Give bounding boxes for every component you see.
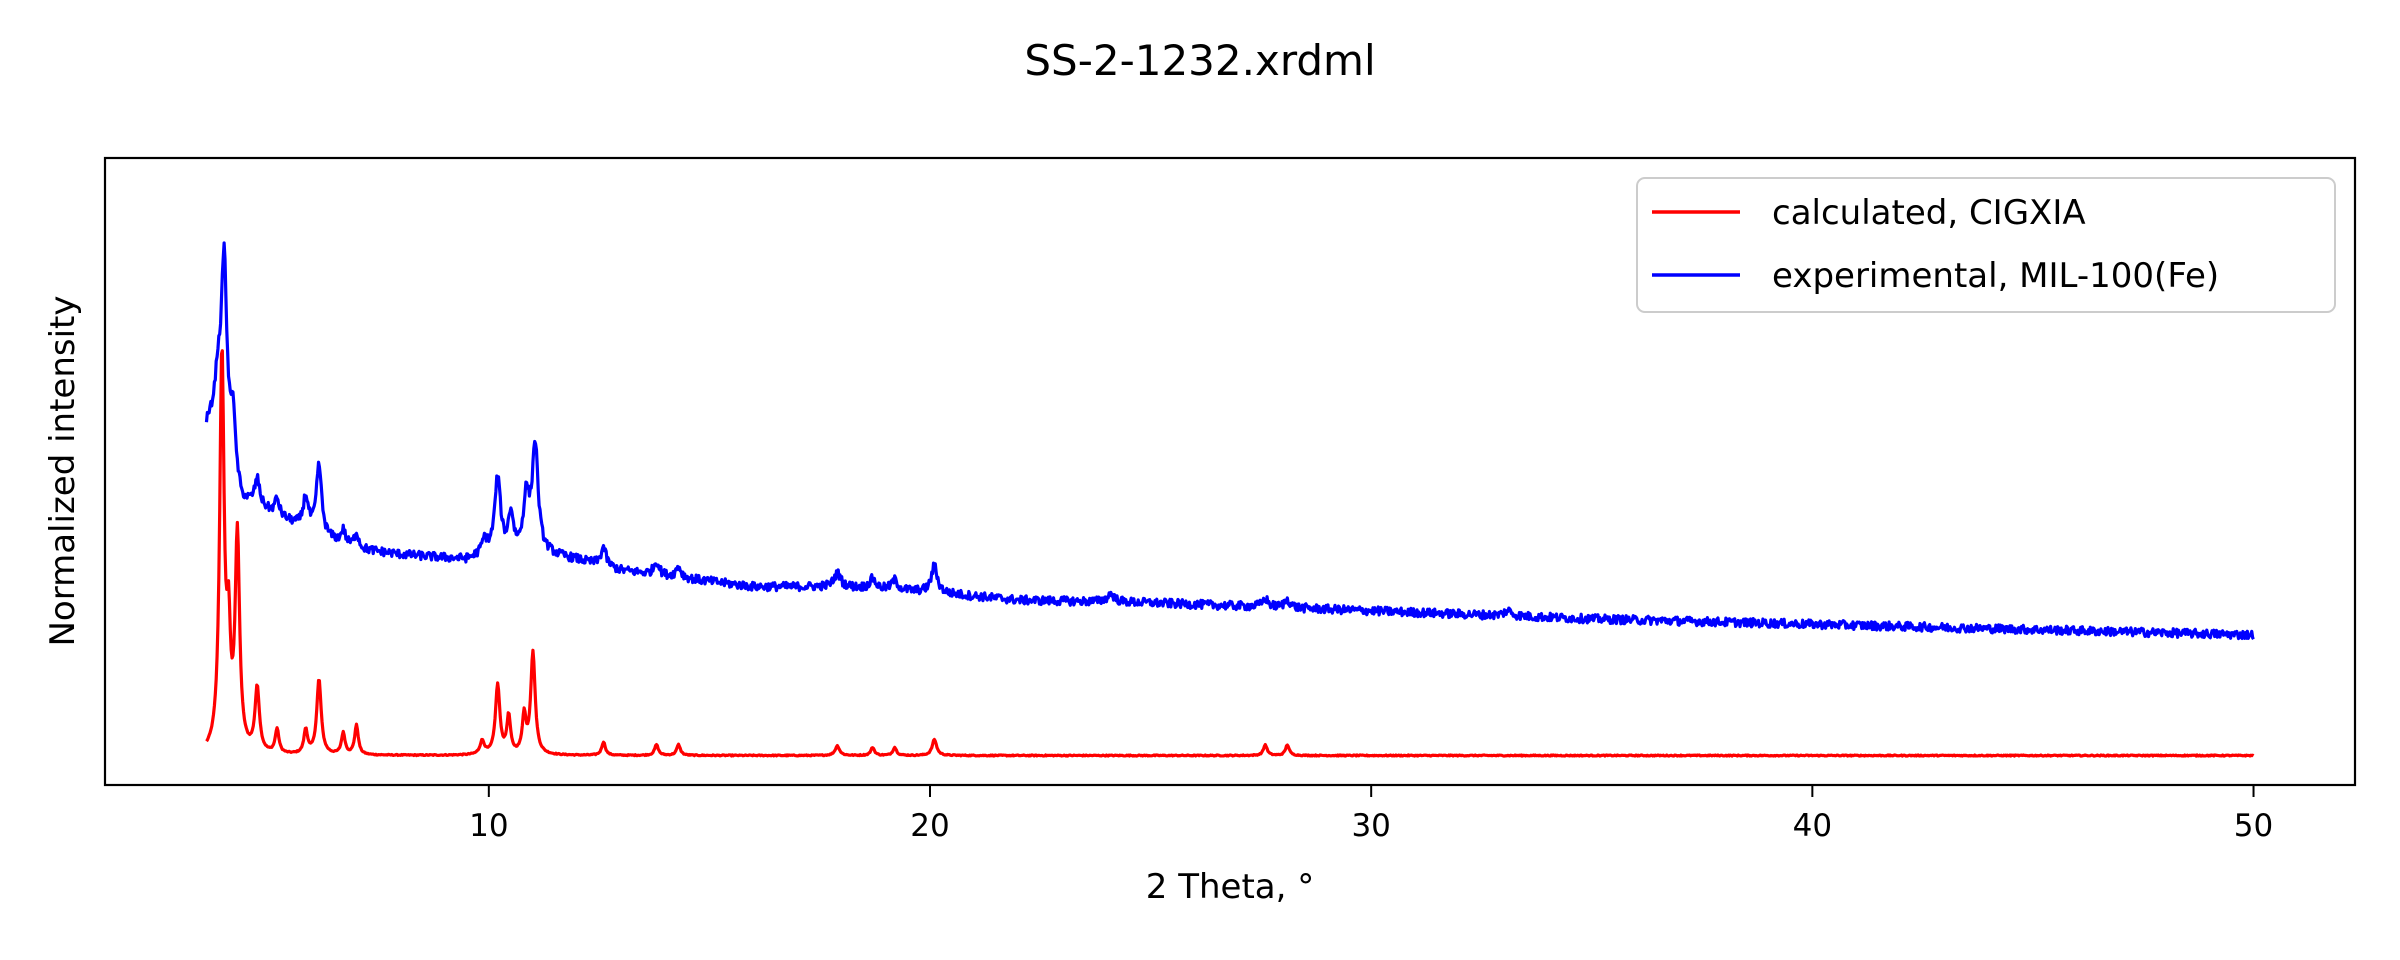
x-tick-label: 20	[910, 808, 949, 844]
x-tick-label: 30	[1351, 808, 1390, 844]
x-tick-label: 50	[2234, 808, 2273, 844]
chart-title: SS-2-1232.xrdml	[1024, 36, 1375, 85]
plot-frame	[103, 156, 2357, 787]
x-axis-ticks: 10 20 30 40 50	[469, 785, 2273, 844]
series-line-calculated	[205, 349, 2255, 758]
series-layer	[204, 241, 2255, 758]
legend-label-experimental: experimental, MIL-100(Fe)	[1772, 256, 2219, 296]
legend-label-calculated: calculated, CIGXIA	[1772, 193, 2086, 233]
x-tick-label: 40	[1793, 808, 1832, 844]
y-axis-label: Normalized intensity	[43, 295, 83, 646]
x-tick-label: 10	[469, 808, 508, 844]
legend: calculated, CIGXIA experimental, MIL-100…	[1636, 177, 2336, 313]
legend-box	[1636, 177, 2336, 313]
series-line-experimental	[204, 241, 2255, 641]
x-axis-label: 2 Theta, °	[1146, 867, 1314, 907]
